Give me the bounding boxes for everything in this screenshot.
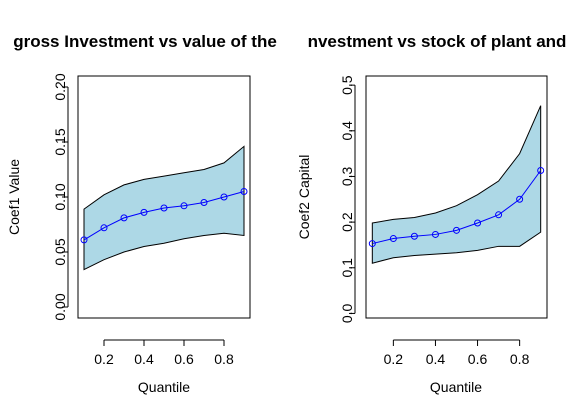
chart-2-data-point <box>410 232 418 240</box>
chart-2-band-area <box>371 105 542 264</box>
chart-2-confidence-band <box>371 105 542 264</box>
chart-2-x-axis-label: Quantile <box>430 379 482 395</box>
chart-1-data-point <box>120 214 128 222</box>
chart-2-data-point <box>495 211 503 219</box>
chart-2-series <box>368 167 545 248</box>
chart-2-data-point <box>474 219 482 227</box>
chart-2-y-tick-label: 0.5 <box>339 75 355 95</box>
chart-2-y-tick-label: 0.4 <box>339 121 355 141</box>
chart-panel-2: nvestment vs stock of plant and 0.2 0.4 0.… <box>296 32 566 395</box>
chart-2-series-line <box>372 170 542 245</box>
chart-2-y-tick-label: 0.3 <box>339 167 355 187</box>
chart-2-y-tick-label: 0.0 <box>339 303 355 323</box>
chart-1-x-tick-label: 0.8 <box>214 351 234 367</box>
chart-1-plot-frame <box>77 75 251 319</box>
chart-2-plot-frame <box>365 75 548 319</box>
chart-1-y-tick-label: 0.20 <box>52 73 68 100</box>
chart-2-x-tick-label: 0.2 <box>384 351 404 367</box>
chart-2-data-point <box>537 167 545 175</box>
chart-panel-1: gross Investment vs value of the 0.2 0.4 0… <box>6 32 277 395</box>
chart-2-x-tick-label: 0.6 <box>468 351 488 367</box>
chart-2-data-point <box>431 230 439 238</box>
chart-2-title: nvestment vs stock of plant and <box>308 32 567 51</box>
chart-2-x-axis: 0.2 0.4 0.6 0.8 <box>384 339 530 367</box>
chart-1-data-point <box>140 208 148 216</box>
chart-1-title: gross Investment vs value of the <box>13 32 277 51</box>
chart-2-x-tick-label: 0.4 <box>426 351 446 367</box>
chart-1-data-point <box>160 204 168 212</box>
chart-1-y-tick-label: 0.10 <box>52 183 68 210</box>
chart-1-y-tick-label: 0.00 <box>52 293 68 320</box>
chart-1-y-tick-label: 0.05 <box>52 238 68 265</box>
chart-2-data-point <box>368 240 376 248</box>
chart-2-y-tick-label: 0.2 <box>339 212 355 232</box>
chart-1-data-point <box>220 193 228 201</box>
chart-1-data-point <box>200 199 208 206</box>
chart-2-data-point <box>389 235 397 243</box>
chart-2-y-axis: 0.0 0.1 0.2 0.3 0.4 0.5 <box>339 75 356 323</box>
chart-1-x-tick-label: 0.6 <box>174 351 194 367</box>
chart-2-data-point <box>453 226 460 234</box>
chart-1-series <box>80 188 248 244</box>
chart-2-x-tick-label: 0.8 <box>510 351 530 367</box>
chart-1-data-point <box>180 202 188 210</box>
chart-2-y-tick-label: 0.1 <box>339 258 355 278</box>
chart-1-y-tick-label: 0.15 <box>52 128 68 155</box>
chart-1-data-point <box>80 236 88 244</box>
chart-1-x-axis-label: Quantile <box>138 379 190 395</box>
chart-1-y-axis-label: Coef1 Value <box>6 159 22 235</box>
chart-1-x-axis: 0.2 0.4 0.6 0.8 <box>94 339 234 367</box>
chart-1-x-tick-label: 0.2 <box>94 351 114 367</box>
chart-1-data-point <box>100 224 108 232</box>
chart-1-data-point <box>240 188 248 195</box>
chart-1-y-axis: 0.00 0.05 0.10 0.15 0.20 <box>52 73 69 321</box>
chart-2-y-axis-label: Coef2 Capital <box>296 155 312 240</box>
chart-1-x-tick-label: 0.4 <box>134 351 154 367</box>
chart-1-series-line <box>83 191 245 241</box>
chart-2-data-point <box>516 195 524 203</box>
